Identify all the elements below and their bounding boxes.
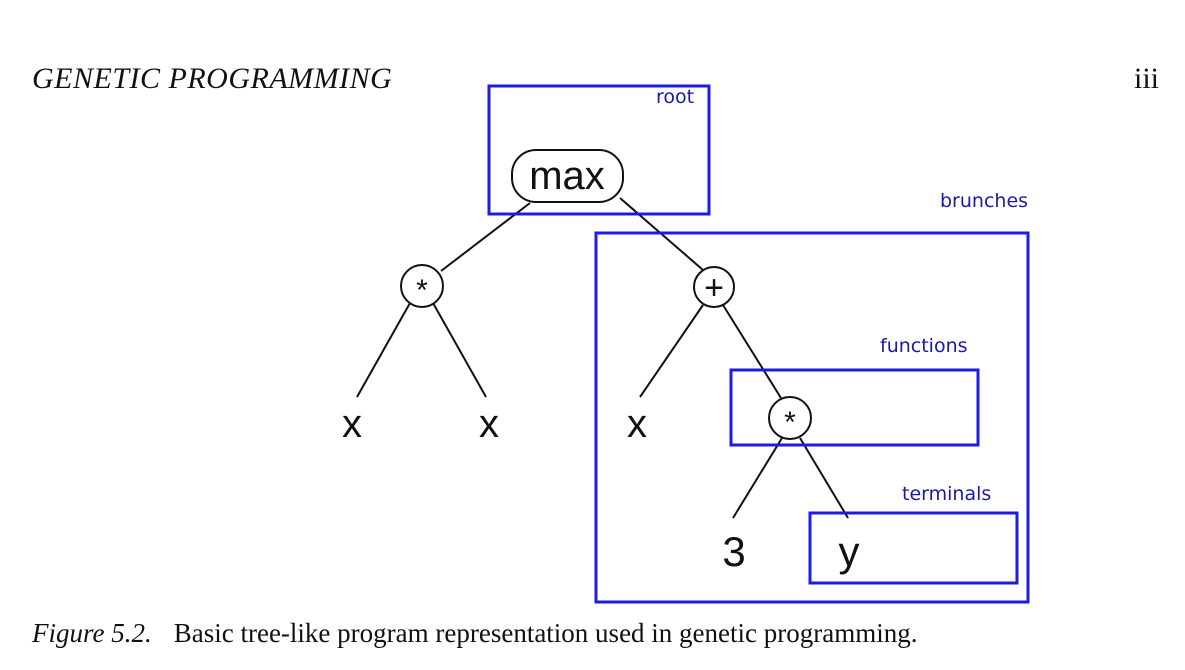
- right-function-label: +: [704, 269, 724, 307]
- figure-caption: Figure 5.2. Basic tree-like program repre…: [32, 618, 917, 649]
- left-terminal-2: x: [479, 402, 499, 446]
- left-function-node: *: [400, 264, 444, 308]
- terminals-annotation-label: terminals: [902, 483, 991, 505]
- left-function-label: *: [416, 274, 428, 307]
- right-function-node: +: [693, 266, 735, 308]
- page-number: iii: [1133, 62, 1159, 95]
- inner-terminal-2: y: [839, 528, 860, 575]
- inner-terminal-1: 3: [722, 528, 745, 575]
- right-terminal-1: x: [627, 402, 647, 446]
- running-head: GENETIC PROGRAMMING: [32, 62, 393, 95]
- root-node-label: max: [529, 154, 605, 198]
- figure-caption-text: Basic tree-like program representation u…: [173, 618, 918, 648]
- root-node: max: [511, 149, 624, 203]
- edge-left-x1: [356, 302, 411, 398]
- functions-annotation-box: [729, 368, 980, 447]
- edge-right-inner: [722, 304, 782, 399]
- branches-annotation-box: [594, 231, 1030, 604]
- tree-edges: [356, 197, 849, 519]
- branches-annotation-label: brunches: [940, 190, 1028, 212]
- root-annotation-label: root: [656, 86, 694, 108]
- root-annotation-box: [487, 84, 711, 216]
- inner-function-node: *: [768, 396, 812, 440]
- inner-function-label: *: [784, 406, 796, 439]
- functions-annotation-label: functions: [880, 335, 968, 357]
- terminals-annotation-box: [808, 511, 1019, 585]
- edge-left-x2: [432, 302, 487, 398]
- edge-right-x: [639, 304, 704, 398]
- edge-inner-y: [799, 437, 849, 519]
- edge-inner-3: [732, 437, 783, 519]
- left-terminal-1: x: [342, 402, 362, 446]
- figure-caption-label: Figure 5.2.: [32, 618, 152, 648]
